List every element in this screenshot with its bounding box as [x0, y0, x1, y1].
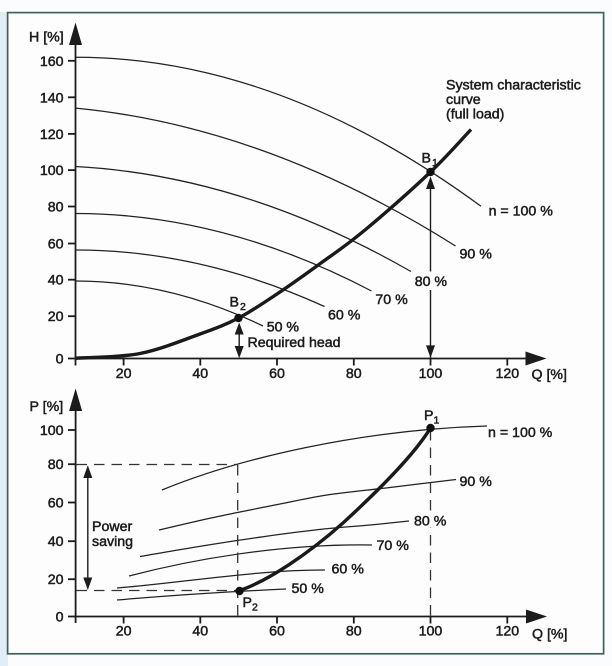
svg-text:90 %: 90 %	[460, 247, 493, 263]
svg-text:n = 100 %: n = 100 %	[489, 204, 554, 220]
svg-text:P [%]: P [%]	[30, 399, 64, 415]
svg-text:System characteristic: System characteristic	[446, 78, 581, 94]
svg-text:90 %: 90 %	[460, 474, 493, 490]
svg-text:80: 80	[346, 624, 362, 640]
svg-text:Power: Power	[92, 519, 132, 535]
svg-text:60 %: 60 %	[332, 562, 365, 578]
svg-text:(full load): (full load)	[446, 107, 504, 123]
svg-text:80: 80	[346, 366, 362, 382]
svg-text:P: P	[424, 408, 433, 424]
svg-text:80 %: 80 %	[414, 514, 447, 530]
svg-text:n = 100 %: n = 100 %	[488, 425, 553, 441]
svg-text:0: 0	[56, 610, 64, 626]
svg-text:40: 40	[192, 366, 208, 382]
svg-text:60: 60	[48, 496, 64, 512]
svg-text:Q [%]: Q [%]	[532, 627, 567, 643]
svg-text:80: 80	[48, 200, 64, 216]
svg-text:60: 60	[48, 237, 64, 253]
svg-text:20: 20	[48, 309, 64, 325]
svg-text:P: P	[243, 595, 252, 611]
svg-text:100: 100	[419, 624, 443, 640]
svg-text:70 %: 70 %	[377, 538, 410, 554]
svg-text:curve: curve	[446, 92, 481, 108]
svg-text:70 %: 70 %	[375, 292, 408, 308]
svg-text:0: 0	[56, 352, 64, 368]
svg-text:20: 20	[116, 624, 132, 640]
svg-text:20: 20	[116, 366, 132, 382]
svg-text:80 %: 80 %	[415, 274, 448, 290]
svg-text:20: 20	[48, 572, 64, 588]
svg-text:2: 2	[240, 301, 246, 313]
svg-text:100: 100	[40, 423, 64, 439]
svg-text:60: 60	[269, 624, 285, 640]
svg-text:60: 60	[269, 366, 285, 382]
svg-text:Required head: Required head	[248, 335, 341, 351]
svg-text:100: 100	[40, 163, 64, 179]
svg-text:100: 100	[419, 366, 443, 382]
svg-text:H [%]: H [%]	[29, 30, 64, 46]
svg-text:40: 40	[48, 273, 64, 289]
svg-text:140: 140	[40, 90, 64, 106]
svg-text:1: 1	[434, 415, 440, 427]
svg-text:120: 120	[40, 127, 64, 143]
svg-text:saving: saving	[92, 534, 133, 550]
svg-text:Q [%]: Q [%]	[532, 367, 567, 383]
svg-text:160: 160	[40, 54, 64, 70]
svg-text:B: B	[230, 295, 239, 311]
svg-text:40: 40	[48, 534, 64, 550]
svg-text:80: 80	[48, 457, 64, 473]
svg-text:1: 1	[432, 157, 438, 169]
svg-text:50 %: 50 %	[292, 581, 325, 597]
svg-text:B: B	[422, 151, 431, 167]
svg-text:50 %: 50 %	[267, 320, 300, 336]
svg-text:120: 120	[495, 624, 519, 640]
svg-text:40: 40	[192, 624, 208, 640]
svg-text:2: 2	[252, 602, 258, 614]
svg-text:60 %: 60 %	[328, 308, 361, 324]
svg-text:120: 120	[495, 366, 519, 382]
